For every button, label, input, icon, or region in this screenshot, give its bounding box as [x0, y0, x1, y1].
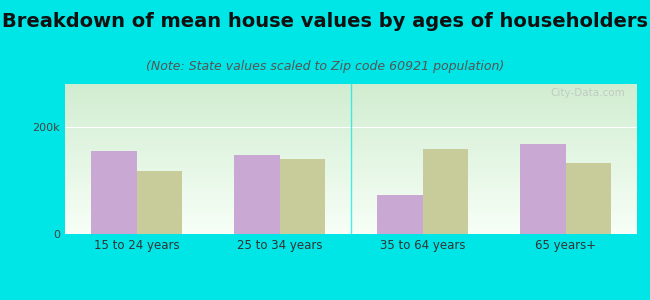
Bar	[422, 149, 468, 234]
Text: Breakdown of mean house values by ages of householders: Breakdown of mean house values by ages o…	[2, 12, 648, 31]
Legend: Zip code 60921, Illinois: Zip code 60921, Illinois	[246, 297, 456, 300]
Bar	[91, 151, 136, 234]
Text: (Note: State values scaled to Zip code 60921 population): (Note: State values scaled to Zip code 6…	[146, 60, 504, 73]
Bar	[520, 144, 566, 234]
Bar	[566, 163, 611, 234]
Bar	[234, 155, 280, 234]
Bar	[136, 171, 182, 234]
Bar	[280, 159, 325, 234]
Text: City-Data.com: City-Data.com	[551, 88, 625, 98]
Bar	[377, 195, 423, 234]
